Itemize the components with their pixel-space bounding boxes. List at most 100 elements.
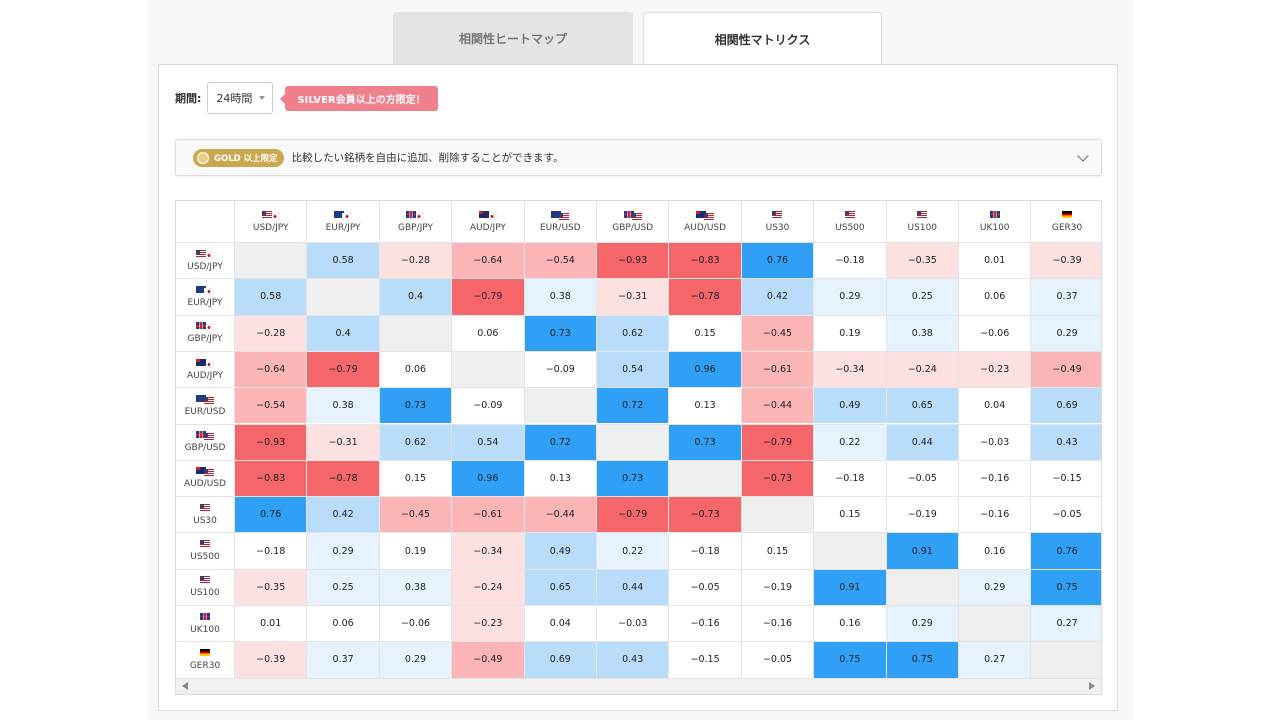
correlation-matrix: USD/JPY EUR/JPY GBP/JPY AUD/JPY EUR/USD GBP/U…: [175, 200, 1102, 695]
row-header-label: GBP/JPY: [187, 334, 223, 345]
matrix-cell: 0.27: [1030, 605, 1101, 642]
column-header-label: EUR/JPY: [325, 222, 361, 233]
matrix-cell: 0.15: [740, 532, 814, 569]
matrix-cell: 0.49: [813, 387, 886, 424]
column-header-label: AUD/USD: [684, 222, 727, 233]
matrix-cell: 0.15: [668, 314, 741, 351]
flag-us-icon: [631, 212, 642, 220]
matrix-cell: −0.79: [596, 496, 669, 533]
matrix-cell: 0.19: [378, 532, 452, 569]
column-header: UK100: [958, 201, 1030, 242]
matrix-cell: −0.09: [451, 387, 524, 424]
matrix-cell: −0.09: [523, 350, 596, 388]
matrix-cell: −0.03: [958, 423, 1031, 460]
flag-us-icon: [844, 210, 855, 218]
flag-gb-icon: [623, 210, 634, 218]
matrix-cell: −0.24: [885, 350, 958, 388]
column-header: EUR/JPY: [306, 201, 378, 242]
gold-badge: GOLD 以上限定: [193, 148, 284, 167]
matrix-diagonal-cell: [813, 532, 886, 569]
matrix-cell: −0.83: [668, 242, 741, 279]
flag-icons: [917, 210, 928, 220]
row-header: EUR/USD: [176, 387, 234, 423]
matrix-cell: −0.06: [958, 314, 1031, 351]
matrix-cell: 0.15: [378, 459, 452, 497]
matrix-cell: −0.79: [306, 350, 379, 388]
matrix-cell: 0.29: [1030, 314, 1101, 351]
row-header-label: EUR/JPY: [187, 297, 223, 308]
flag-icons: [200, 540, 210, 549]
matrix-diagonal-cell: [234, 242, 307, 279]
matrix-cell: 0.76: [234, 496, 307, 533]
matrix-cell: −0.16: [958, 459, 1031, 497]
flag-au-icon: [196, 467, 206, 475]
column-header-label: USD/JPY: [252, 222, 289, 233]
matrix-cell: −0.28: [378, 242, 452, 279]
gold-notice-bar[interactable]: GOLD 以上限定 比較したい銘柄を自由に追加、削除することができます。: [175, 139, 1102, 176]
matrix-cell: −0.18: [813, 242, 886, 279]
flag-us-icon: [917, 210, 928, 218]
tab-matrix[interactable]: 相関性マトリクス: [643, 12, 882, 65]
silver-member-badge: SILVER会員以上の方限定！: [280, 85, 438, 111]
row-header-label: US500: [190, 552, 220, 563]
horizontal-scrollbar[interactable]: [176, 678, 1101, 694]
matrix-cell: −0.18: [668, 532, 741, 569]
row-header: AUD/JPY: [176, 350, 234, 387]
matrix-cell: 0.69: [523, 641, 596, 678]
matrix-cell: −0.83: [234, 459, 307, 497]
flag-icons: [696, 210, 715, 220]
scroll-right-icon[interactable]: [1089, 682, 1095, 690]
matrix-cell: 0.76: [740, 242, 814, 279]
flag-icons: [196, 285, 214, 295]
matrix-diagonal-cell: [306, 278, 379, 315]
flag-eu-icon: [334, 210, 345, 218]
flag-au-icon: [696, 210, 707, 218]
scroll-left-icon[interactable]: [182, 682, 188, 690]
matrix-cell: −0.34: [813, 350, 886, 388]
flag-icons: [478, 210, 497, 220]
flag-icons: [200, 503, 210, 513]
column-header-label: AUD/JPY: [469, 222, 506, 233]
flag-us-icon: [200, 576, 210, 584]
matrix-cell: 0.62: [378, 423, 452, 460]
chevron-down-icon[interactable]: [1077, 150, 1089, 162]
matrix-cell: −0.93: [596, 242, 669, 279]
row-header-label: USD/JPY: [187, 261, 223, 272]
matrix-cell: 0.06: [378, 350, 452, 388]
flag-jp-icon: [342, 212, 353, 220]
row-header-label: AUD/JPY: [186, 370, 224, 381]
matrix-diagonal-cell: [596, 423, 669, 460]
matrix-cell: −0.16: [668, 605, 741, 642]
flag-au-icon: [196, 358, 206, 366]
matrix-cell: −0.23: [451, 605, 524, 642]
matrix-cell: −0.18: [813, 459, 886, 497]
matrix-cell: 0.91: [813, 568, 886, 605]
period-select[interactable]: 24時間: [207, 82, 274, 114]
gold-badge-label: GOLD 以上限定: [214, 153, 278, 164]
matrix-cell: −0.15: [668, 641, 741, 678]
matrix-cell: 0.4: [306, 314, 379, 351]
column-header: US100: [885, 201, 958, 242]
matrix-diagonal-cell: [958, 605, 1031, 642]
matrix-cell: 0.73: [523, 314, 596, 351]
matrix-cell: −0.16: [740, 605, 814, 642]
flag-eu-icon: [196, 285, 206, 293]
tab-heatmap[interactable]: 相関性ヒートマップ: [393, 12, 633, 65]
matrix-cell: 0.76: [1030, 532, 1101, 569]
matrix-cell: −0.49: [451, 641, 524, 678]
row-header: US100: [176, 568, 234, 605]
matrix-cell: 0.01: [958, 242, 1031, 279]
matrix-cell: 0.19: [813, 314, 886, 351]
matrix-cell: 0.96: [451, 459, 524, 497]
matrix-cell: 0.73: [596, 459, 669, 497]
flag-icons: [551, 210, 570, 220]
matrix-cell: −0.35: [885, 242, 958, 279]
matrix-cell: −0.35: [234, 568, 307, 605]
matrix-cell: 0.38: [885, 314, 958, 351]
matrix-diagonal-cell: [1030, 641, 1101, 678]
matrix-cell: 0.06: [958, 278, 1031, 315]
row-header-label: US100: [190, 588, 220, 599]
matrix-cell: −0.31: [596, 278, 669, 315]
row-header: GBP/JPY: [176, 314, 234, 351]
matrix-cell: 0.42: [306, 496, 379, 533]
